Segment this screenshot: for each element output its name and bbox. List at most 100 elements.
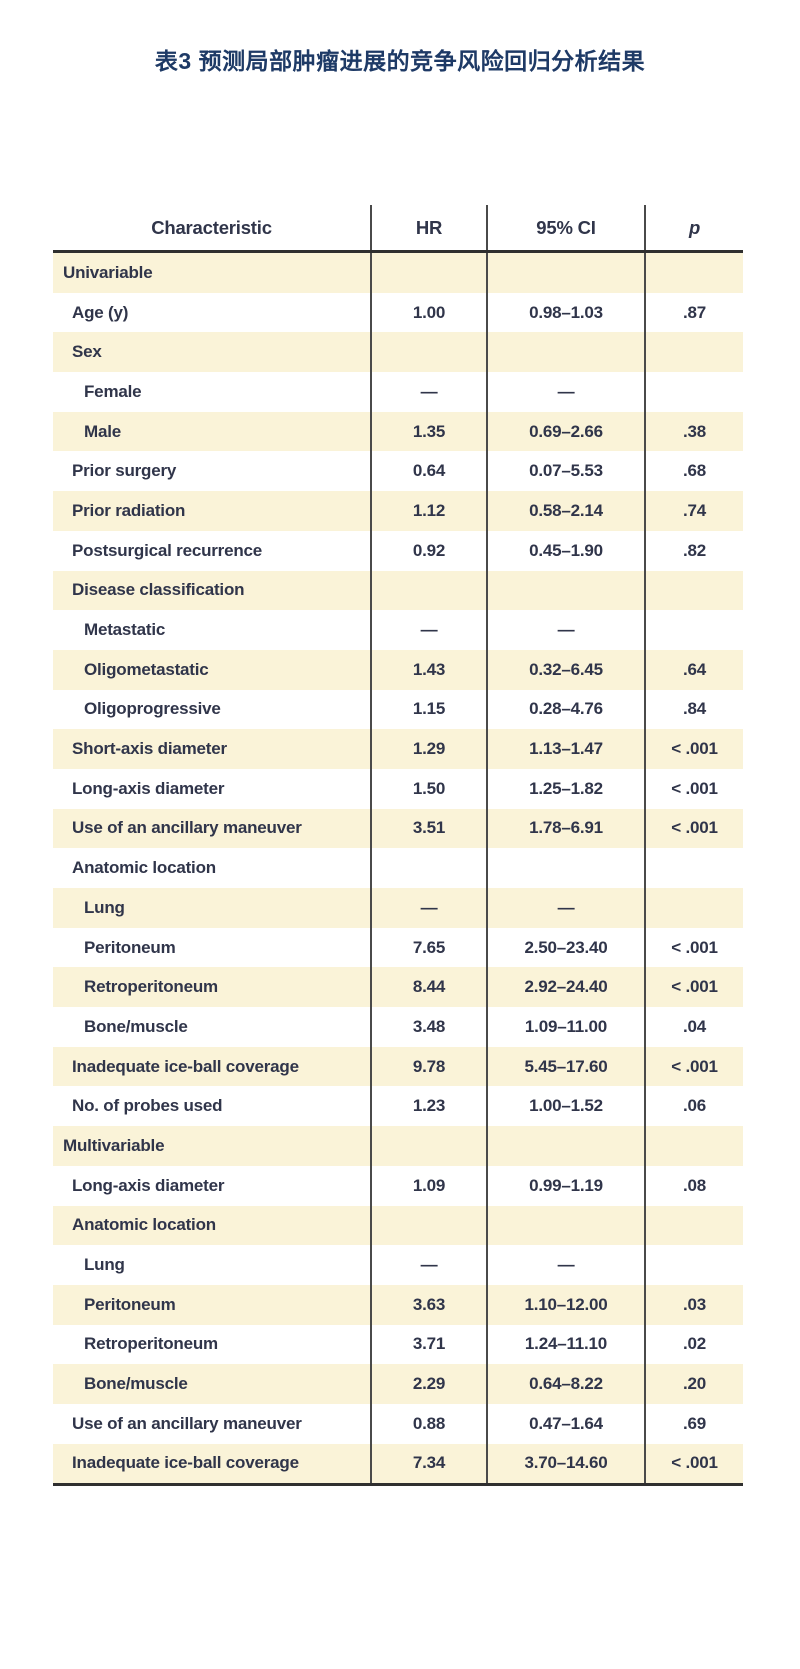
p-cell: < .001 — [671, 818, 718, 838]
table-row: Retroperitoneum 8.44 2.92–24.40 < .001 — [53, 967, 743, 1008]
hr-cell: 7.34 — [372, 1443, 488, 1484]
hr-cell — [372, 1126, 488, 1166]
p-cell — [646, 1245, 743, 1285]
hr-cell: 3.48 — [372, 1007, 488, 1047]
table-row: Inadequate ice-ball coverage 9.78 5.45–1… — [53, 1046, 743, 1087]
table-row: No. of probes used 1.23 1.00–1.52 .06 — [53, 1086, 743, 1127]
characteristic-cell: Inadequate ice-ball coverage — [53, 1046, 372, 1087]
characteristic-cell: Multivariable — [53, 1126, 372, 1166]
ci-cell — [488, 848, 646, 888]
ci-cell: 2.92–24.40 — [488, 967, 646, 1008]
ci-cell: 0.58–2.14 — [488, 491, 646, 531]
p-cell: < .001 — [671, 739, 718, 759]
ci-cell: — — [488, 372, 646, 412]
table-row: Bone/muscle 3.48 1.09–11.00 .04 — [53, 1007, 743, 1047]
table-row: Age (y) 1.00 0.98–1.03 .87 — [53, 292, 743, 333]
hr-cell: 1.35 — [372, 411, 488, 452]
table-row: Oligometastatic 1.43 0.32–6.45 .64 — [53, 649, 743, 690]
p-cell: .64 — [682, 659, 707, 679]
p-cell: < .001 — [671, 977, 718, 997]
characteristic-cell: No. of probes used — [53, 1086, 372, 1127]
table-row: Retroperitoneum 3.71 1.24–11.10 .02 — [53, 1324, 743, 1365]
p-cell: .08 — [682, 1175, 707, 1195]
characteristic-cell: Age (y) — [53, 292, 372, 333]
hr-cell: 2.29 — [372, 1364, 488, 1404]
table-row: Univariable — [53, 253, 743, 293]
ci-cell: 5.45–17.60 — [488, 1046, 646, 1087]
table-title: 表3 预测局部肿瘤进展的竞争风险回归分析结果 — [154, 48, 646, 74]
characteristic-cell: Anatomic location — [53, 848, 372, 888]
p-cell — [646, 848, 743, 888]
characteristic-cell: Prior radiation — [53, 491, 372, 531]
hr-cell: 1.15 — [372, 689, 488, 730]
characteristic-cell: Disease classification — [53, 570, 372, 611]
characteristic-cell: Anatomic location — [53, 1205, 372, 1246]
hr-cell: 1.09 — [372, 1165, 488, 1206]
table-row: Oligoprogressive 1.15 0.28–4.76 .84 — [53, 689, 743, 730]
p-cell — [646, 1206, 743, 1246]
table-row: Prior surgery 0.64 0.07–5.53 .68 — [53, 451, 743, 492]
ci-cell: 1.13–1.47 — [488, 729, 646, 769]
characteristic-cell: Bone/muscle — [53, 1007, 372, 1047]
table-header-row: Characteristic HR 95% CI p — [53, 205, 743, 253]
table-row: Anatomic location — [53, 848, 743, 888]
hr-cell: 1.12 — [372, 491, 488, 531]
p-cell: .84 — [682, 699, 707, 719]
ci-cell: 0.69–2.66 — [488, 411, 646, 452]
ci-cell — [488, 1205, 646, 1246]
p-cell — [646, 1126, 743, 1166]
table-row: Lung — — — [53, 888, 743, 928]
regression-results-table: Characteristic HR 95% CI p Univariable A… — [53, 205, 743, 1487]
table-row: Long-axis diameter 1.09 0.99–1.19 .08 — [53, 1165, 743, 1206]
ci-cell: 1.10–12.00 — [488, 1284, 646, 1325]
ci-cell: 0.28–4.76 — [488, 689, 646, 730]
ci-cell: — — [488, 610, 646, 650]
hr-cell — [372, 332, 488, 373]
ci-cell — [488, 253, 646, 293]
ci-cell — [488, 332, 646, 373]
hr-cell: — — [372, 888, 488, 928]
ci-cell: 2.50–23.40 — [488, 927, 646, 968]
ci-cell: — — [488, 1245, 646, 1285]
characteristic-cell: Use of an ancillary maneuver — [53, 808, 372, 849]
hr-cell: 1.29 — [372, 729, 488, 769]
column-header-p: p — [688, 216, 701, 238]
characteristic-cell: Peritoneum — [53, 927, 372, 968]
p-cell: .04 — [682, 1016, 707, 1036]
table-row: Peritoneum 7.65 2.50–23.40 < .001 — [53, 927, 743, 968]
hr-cell: 1.00 — [372, 292, 488, 333]
p-cell — [646, 332, 743, 372]
p-cell: < .001 — [671, 778, 718, 798]
characteristic-cell: Sex — [53, 332, 372, 373]
table-row: Postsurgical recurrence 0.92 0.45–1.90 .… — [53, 530, 743, 571]
hr-cell: 3.51 — [372, 808, 488, 849]
ci-cell: 0.99–1.19 — [488, 1165, 646, 1206]
hr-cell: 1.43 — [372, 649, 488, 690]
p-cell: .74 — [682, 500, 707, 520]
hr-cell: 0.92 — [372, 530, 488, 571]
hr-cell: — — [372, 610, 488, 650]
characteristic-cell: Univariable — [53, 253, 372, 293]
table-row: Male 1.35 0.69–2.66 .38 — [53, 411, 743, 452]
hr-cell: 1.23 — [372, 1086, 488, 1127]
hr-cell: 9.78 — [372, 1046, 488, 1087]
table-body: Univariable Age (y) 1.00 0.98–1.03 .87 S… — [53, 253, 743, 1487]
p-cell: .03 — [682, 1294, 707, 1314]
hr-cell: 3.63 — [372, 1284, 488, 1325]
ci-cell: 0.45–1.90 — [488, 530, 646, 571]
column-header-hr: HR — [372, 205, 488, 250]
p-cell: .02 — [682, 1334, 707, 1354]
table-row: Bone/muscle 2.29 0.64–8.22 .20 — [53, 1364, 743, 1404]
p-cell — [646, 253, 743, 293]
ci-cell: 0.47–1.64 — [488, 1403, 646, 1444]
hr-cell: — — [372, 372, 488, 412]
ci-cell: 0.07–5.53 — [488, 451, 646, 492]
p-cell: < .001 — [671, 937, 718, 957]
hr-cell: 1.50 — [372, 768, 488, 809]
characteristic-cell: Short-axis diameter — [53, 729, 372, 769]
p-cell: .06 — [682, 1096, 707, 1116]
table-row: Short-axis diameter 1.29 1.13–1.47 < .00… — [53, 729, 743, 769]
table-row: Use of an ancillary maneuver 0.88 0.47–1… — [53, 1403, 743, 1444]
p-cell: .87 — [682, 302, 707, 322]
p-cell: < .001 — [671, 1056, 718, 1076]
